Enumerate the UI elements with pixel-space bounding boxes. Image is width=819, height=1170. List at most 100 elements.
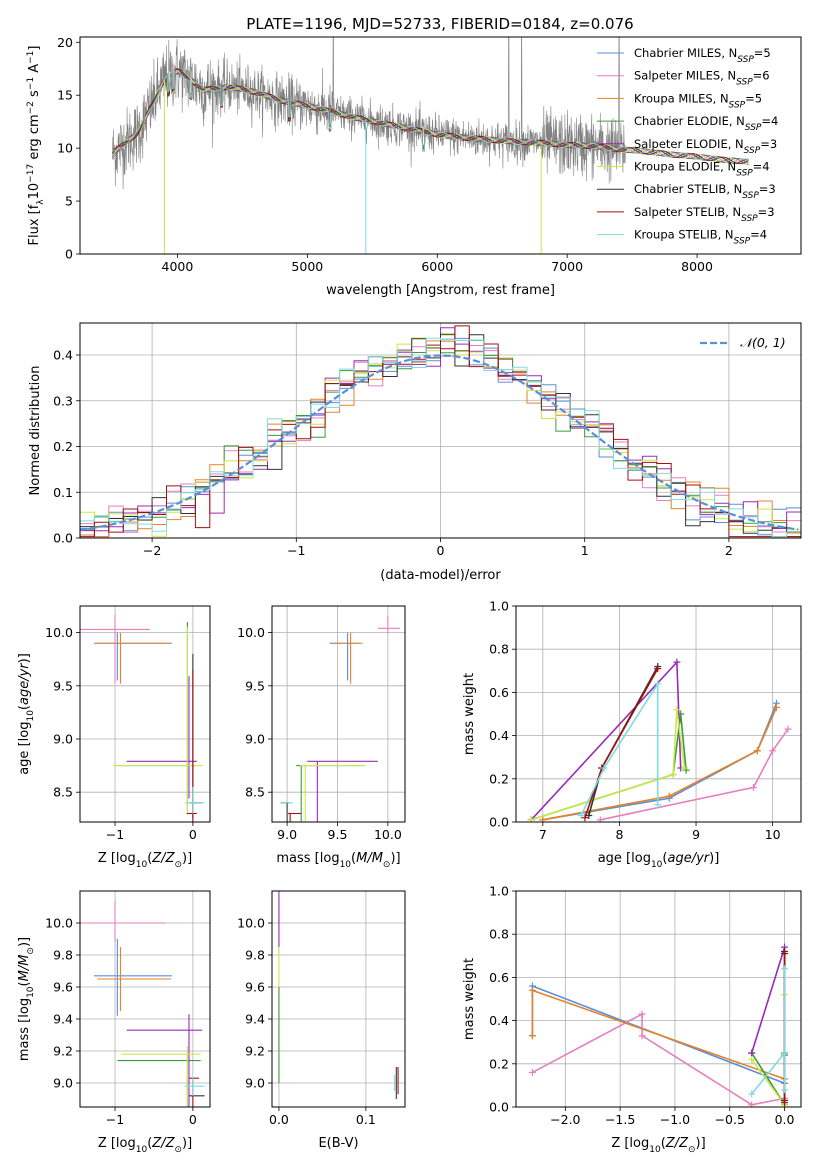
- weight_vs_age-marker-kroupa_elodie: [673, 706, 681, 714]
- weight_vs_age-marker-kroupa_miles: [772, 704, 780, 712]
- age_vs_Z-xtick-label: 0: [189, 827, 197, 842]
- age_vs_mass-xlabel: mass [log10(M/M⊙)]: [276, 851, 400, 870]
- weight_vs_age-ylabel: mass weight: [462, 673, 477, 755]
- mass_vs_Z-ytick-label: 9.2: [53, 1044, 73, 1059]
- age_vs_mass-frame: [271, 605, 406, 823]
- legend-label-kroupa_stelib: Kroupa STELIB, NSSP=4: [634, 228, 767, 247]
- age_vs_mass-axes: 9.0 9.5 10.0 8.5 9.0 9.5 10.0: [237, 606, 405, 842]
- mass_vs_EBV-ytick-label: 9.2: [245, 1044, 265, 1059]
- age_vs_Z-ylabel: age [log10(age/yr)]: [17, 653, 36, 775]
- spectrum-axes: 4000 5000 6000 7000 8000 0 5 10 15 20: [57, 35, 713, 274]
- weight_vs_Z-ytick-label: 1.0: [489, 884, 509, 899]
- weight_vs_Z-frame: [515, 890, 802, 1108]
- spectrum-xtick-label: 8000: [681, 259, 713, 274]
- hist-legend-label: 𝒩(0, 1): [740, 335, 786, 350]
- residuals-ytick-label: 0.3: [53, 393, 73, 408]
- age_vs_Z-xlabel: Z [log10(Z/Z⊙)]: [98, 851, 192, 870]
- weight_vs_age-marker-salpeter_miles: [596, 816, 604, 822]
- spectrum-title: PLATE=1196, MJD=52733, FIBERID=0184, z=0…: [246, 15, 633, 33]
- weight_vs_Z-line-kroupa_stelib: [751, 968, 786, 1095]
- weight_vs_Z-xtick-label: 0.0: [775, 1112, 795, 1127]
- weight_vs_Z-marker-salpeter_miles: [748, 1101, 756, 1107]
- mass_vs_EBV-axes: 0.0 0.1 9.0 9.2 9.4 9.6 9.8 10.0: [237, 891, 405, 1127]
- legend-label-kroupa_miles: Kroupa MILES, NSSP=5: [634, 91, 762, 110]
- legend-label-kroupa_elodie: Kroupa ELODIE, NSSP=4: [634, 160, 770, 179]
- weight_vs_age-axes: 7 8 9 10 0.0 0.2 0.4 0.6 0.8 1.0: [489, 599, 801, 842]
- weight_vs_Z-line-kroupa_miles: [531, 989, 785, 1080]
- spectrum-xtick-label: 4000: [162, 259, 194, 274]
- weight_vs_Z-marker-salpeter_miles: [638, 1010, 646, 1018]
- weight_vs_Z-marker-salpeter_miles: [528, 1068, 536, 1076]
- mass_vs_EBV-errorbars: [278, 891, 399, 1099]
- age_vs_Z-ytick-label: 9.0: [53, 732, 73, 747]
- weight_vs_Z-ytick-label: 0.6: [489, 970, 509, 985]
- model-line-chabrier_stelib: [112, 68, 749, 165]
- weight_vs_age-frame: [515, 605, 802, 823]
- weight_vs_age-xtick-label: 9: [692, 827, 700, 842]
- spectrum-frame: [79, 36, 802, 255]
- weight_vs_age-marker-salpeter_miles: [784, 725, 792, 733]
- mass_vs_EBV-ytick-label: 9.8: [245, 948, 265, 963]
- weight_vs_age-ytick-label: 0.2: [489, 771, 509, 786]
- legend-label-salpeter_elodie: Salpeter ELODIE, NSSP=3: [634, 137, 777, 156]
- hist-xlabel: (data-model)/error: [380, 568, 501, 583]
- spectrum-lines: [112, 37, 749, 254]
- age_vs_Z-axes: −1 0 8.5 9.0 9.5 10.0: [45, 606, 210, 842]
- legend-label-salpeter_stelib: Salpeter STELIB, NSSP=3: [634, 205, 775, 224]
- mass_vs_Z-xtick-label: 0: [189, 1112, 197, 1127]
- residuals-xtick-label: 1: [581, 543, 589, 558]
- spectrum-xtick-label: 6000: [421, 259, 453, 274]
- weight_vs_age-marker-kroupa_elodie: [669, 770, 677, 778]
- spectrum-ytick-label: 20: [57, 35, 73, 50]
- weight_vs_Z-line-salpeter_miles: [532, 1012, 785, 1106]
- age_vs_Z-ytick-label: 9.5: [53, 678, 73, 693]
- mass_vs_Z-ytick-label: 9.0: [53, 1076, 73, 1091]
- mass_vs_EBV-xtick-label: 0.1: [356, 1112, 376, 1127]
- weight_vs_age-marker-salpeter_stelib: [654, 665, 662, 673]
- weight_vs_age-ytick-label: 1.0: [489, 599, 509, 614]
- mass_vs_Z-ytick-label: 9.4: [53, 1012, 73, 1027]
- weight_vs_Z-xtick-label: −0.5: [715, 1112, 745, 1127]
- spectrum-ytick-label: 15: [57, 88, 73, 103]
- mass_vs_Z-ytick-label: 10.0: [45, 916, 73, 931]
- model-line-salpeter_elodie: [112, 72, 749, 165]
- weight_vs_Z-marker-salpeter_miles: [638, 1032, 646, 1040]
- gaussian-curve: [80, 354, 799, 532]
- weight_vs_age-marker-salpeter_miles: [769, 747, 777, 755]
- spectrum-ylabel: Flux [fλ10−17 erg cm−2 s−1 A−1]: [26, 46, 46, 246]
- weight_vs_age-marker-kroupa_elodie: [527, 816, 535, 822]
- weight_vs_Z-marker-salpeter_elodie: [748, 1049, 756, 1057]
- weight_vs_age-marker-kroupa_stelib: [654, 680, 662, 688]
- spectrum-legend: Chabrier MILES, NSSP=5 Salpeter MILES, NS…: [597, 46, 778, 247]
- age_vs_mass-ytick-label: 8.5: [245, 785, 265, 800]
- residuals-xtick-label: 0: [437, 543, 445, 558]
- legend-label-salpeter_miles: Salpeter MILES, NSSP=6: [634, 69, 770, 88]
- weight_vs_Z-marker-kroupa_stelib: [781, 1086, 789, 1094]
- age_vs_mass-xtick-label: 9.0: [277, 827, 297, 842]
- hist-lines: [80, 325, 801, 538]
- spectrum-xlabel: wavelength [Angstrom, rest frame]: [326, 283, 555, 298]
- mass_vs_Z-axes: −1 0 9.0 9.2 9.4 9.6 9.8 10.0: [45, 891, 210, 1127]
- age_vs_Z-ytick-label: 8.5: [53, 785, 73, 800]
- weight_vs_Z-marker-kroupa_stelib: [748, 1090, 756, 1098]
- weight_vs_age-line-chabrier_miles: [542, 702, 778, 821]
- weight_vs_Z-ytick-label: 0.2: [489, 1056, 509, 1071]
- mass_vs_EBV-xlabel: E(B-V): [318, 1136, 358, 1151]
- weight_vs_age-marker-salpeter_elodie: [673, 658, 681, 666]
- mass_vs_EBV-ytick-label: 9.4: [245, 1012, 265, 1027]
- legend-label-chabrier_miles: Chabrier MILES, NSSP=5: [634, 46, 771, 65]
- weight_vs_Z-xtick-label: −2.0: [550, 1112, 580, 1127]
- age_vs_Z-ytick-label: 10.0: [45, 625, 73, 640]
- residuals-ytick-label: 0.0: [53, 531, 73, 546]
- age_vs_mass-errorbars: [280, 615, 400, 822]
- weight_vs_age-line-chabrier_stelib: [588, 666, 659, 816]
- weight_vs_age-marker-kroupa_miles: [539, 816, 547, 822]
- weight_vs_age-line-kroupa_elodie: [531, 709, 686, 821]
- legend-label-chabrier_stelib: Chabrier STELIB, NSSP=3: [634, 182, 776, 201]
- age_vs_mass-ytick-label: 10.0: [237, 625, 265, 640]
- mass_vs_Z-xtick-label: −1: [106, 1112, 124, 1127]
- weight_vs_Z-xtick-label: −1.0: [660, 1112, 690, 1127]
- weight_vs_age-ytick-label: 0.4: [489, 728, 509, 743]
- weight_vs_age-marker-salpeter_miles: [750, 783, 757, 791]
